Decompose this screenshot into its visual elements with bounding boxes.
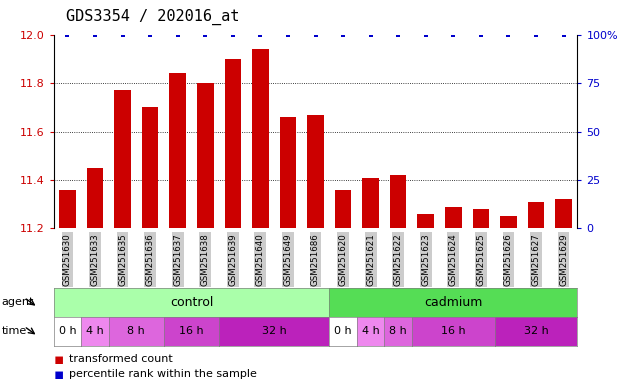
Text: 8 h: 8 h <box>127 326 145 336</box>
Point <box>256 31 266 38</box>
Point <box>558 31 569 38</box>
Point <box>338 31 348 38</box>
Point <box>228 31 238 38</box>
Point <box>200 31 210 38</box>
Bar <box>169 73 186 228</box>
Bar <box>418 214 434 228</box>
Bar <box>500 216 517 228</box>
Text: control: control <box>170 296 213 309</box>
Bar <box>335 190 351 228</box>
Text: time: time <box>1 326 27 336</box>
Bar <box>86 168 103 228</box>
Bar <box>473 209 489 228</box>
Text: 0 h: 0 h <box>334 326 352 336</box>
Point <box>393 31 403 38</box>
Point <box>504 31 514 38</box>
Bar <box>142 107 158 228</box>
Bar <box>59 190 76 228</box>
Point <box>62 31 73 38</box>
Text: cadmium: cadmium <box>424 296 483 309</box>
Point <box>283 31 293 38</box>
Bar <box>362 177 379 228</box>
Point <box>173 31 183 38</box>
Text: transformed count: transformed count <box>69 354 173 364</box>
Bar <box>280 117 296 228</box>
Point <box>310 31 321 38</box>
Point <box>448 31 458 38</box>
Text: ▪: ▪ <box>54 351 64 367</box>
Point <box>90 31 100 38</box>
Text: 16 h: 16 h <box>441 326 466 336</box>
Text: 16 h: 16 h <box>179 326 204 336</box>
Text: percentile rank within the sample: percentile rank within the sample <box>69 369 257 379</box>
Bar <box>225 59 241 228</box>
Text: 32 h: 32 h <box>524 326 548 336</box>
Point <box>476 31 486 38</box>
Bar <box>390 175 406 228</box>
Text: GDS3354 / 202016_at: GDS3354 / 202016_at <box>66 9 240 25</box>
Text: agent: agent <box>1 297 33 308</box>
Text: 32 h: 32 h <box>262 326 286 336</box>
Text: ▪: ▪ <box>54 367 64 382</box>
Bar <box>555 199 572 228</box>
Text: 0 h: 0 h <box>59 326 76 336</box>
Point <box>117 31 127 38</box>
Point <box>531 31 541 38</box>
Bar <box>197 83 213 228</box>
Bar <box>307 114 324 228</box>
Bar <box>252 49 269 228</box>
Bar <box>528 202 545 228</box>
Point <box>421 31 431 38</box>
Bar <box>114 90 131 228</box>
Point <box>145 31 155 38</box>
Bar <box>445 207 462 228</box>
Point <box>365 31 375 38</box>
Text: 4 h: 4 h <box>362 326 379 336</box>
Text: 8 h: 8 h <box>389 326 407 336</box>
Text: 4 h: 4 h <box>86 326 104 336</box>
